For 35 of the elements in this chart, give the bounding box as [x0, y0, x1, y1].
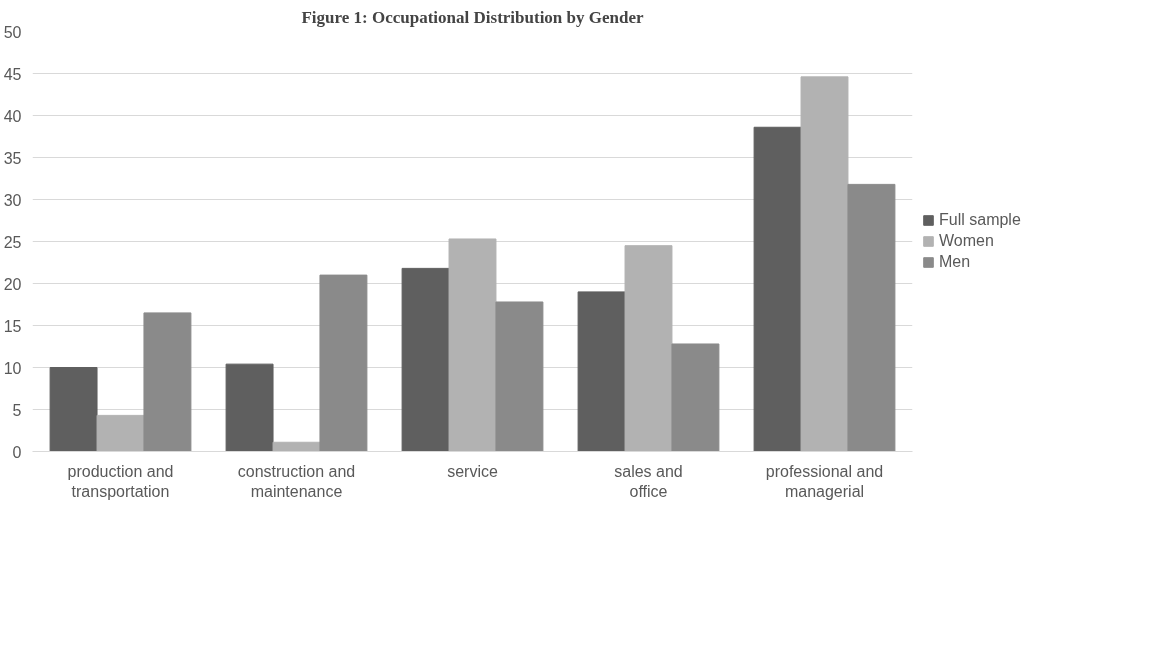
bar	[49, 367, 98, 452]
bar	[577, 291, 626, 452]
bar	[847, 183, 896, 452]
y-tick-label: 30	[3, 191, 22, 209]
chart-title: Figure 1: Occupational Distribution by Gender	[301, 7, 644, 27]
bar	[753, 126, 802, 452]
x-tick-label: professional and managerial	[765, 462, 884, 500]
x-tick-label: construction and maintenance	[237, 462, 356, 500]
y-tick-label: 50	[3, 23, 22, 41]
legend-label: Full sample	[939, 211, 1021, 229]
bar	[225, 363, 274, 452]
bar	[448, 238, 497, 452]
bar	[800, 76, 849, 452]
y-tick-label: 5	[12, 401, 22, 419]
y-tick-label: 15	[3, 317, 22, 335]
y-tick-label: 25	[3, 233, 22, 251]
y-tick-label: 10	[3, 359, 22, 377]
bar	[96, 414, 145, 452]
bar	[624, 245, 673, 452]
legend-label: Women	[939, 232, 994, 250]
bar	[272, 441, 321, 452]
y-tick-label: 45	[3, 65, 22, 83]
bar	[143, 312, 192, 452]
y-tick-label: 40	[3, 107, 22, 125]
bar	[401, 267, 450, 452]
bar	[319, 274, 368, 452]
x-tick-label: service	[447, 462, 498, 480]
y-tick-label: 20	[3, 275, 22, 293]
bar	[671, 343, 720, 452]
y-tick-label: 35	[3, 149, 22, 167]
y-tick-label: 0	[12, 443, 22, 461]
legend-label: Men	[939, 253, 971, 271]
bar	[495, 301, 544, 452]
x-tick-label: sales and office	[614, 462, 683, 500]
x-tick-label: production and transportation	[67, 462, 174, 500]
